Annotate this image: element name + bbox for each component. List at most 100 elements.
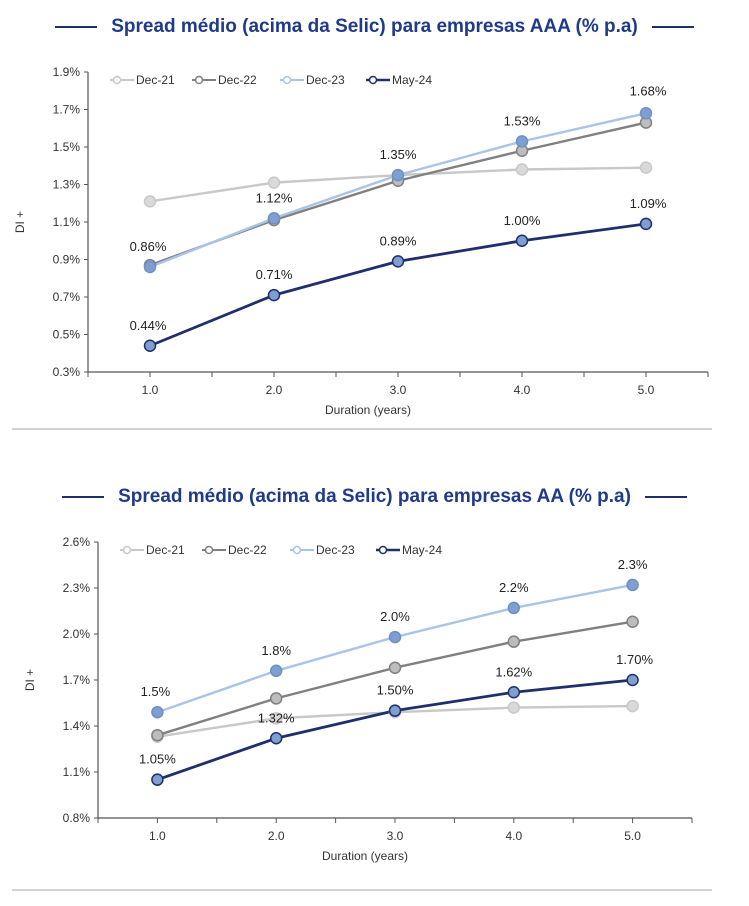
data-label-dec-23: 0.86%: [130, 239, 167, 254]
data-label-may-24: 1.70%: [616, 652, 653, 667]
legend-label-dec-21: Dec-21: [136, 73, 175, 87]
y-axis-label: DI +: [23, 669, 37, 691]
data-point-dec-22: [388, 661, 402, 674]
data-point-dec-23: [626, 578, 639, 592]
chart-aa-title: Spread médio (acima da Selic) para empre…: [118, 486, 631, 507]
data-point-dec-21: [639, 161, 653, 174]
data-point-dec-23: [269, 664, 283, 678]
x-tick-label: 3.0: [390, 383, 407, 397]
legend-marker-may-24: [378, 545, 388, 555]
title-rule-right: [651, 26, 694, 28]
data-label-dec-23: 1.5%: [141, 684, 171, 699]
data-point-may-24: [388, 704, 402, 717]
data-point-may-24: [507, 686, 521, 699]
bottom-separator: [12, 889, 712, 891]
data-point-dec-23: [143, 260, 157, 274]
legend-marker-dec-21: [112, 75, 122, 85]
data-label-dec-23: 1.12%: [256, 190, 293, 205]
title-rule-left: [62, 496, 105, 498]
legend-marker-may-24: [368, 75, 378, 85]
data-point-dec-22: [269, 692, 283, 705]
data-point-dec-23: [391, 168, 405, 182]
data-point-dec-22: [507, 635, 521, 648]
data-label-dec-23: 1.8%: [261, 643, 291, 658]
data-point-dec-23: [267, 212, 281, 225]
data-label-dec-23: 2.0%: [380, 609, 410, 624]
data-label-dec-23: 1.35%: [380, 147, 417, 162]
data-point-dec-22: [626, 615, 639, 628]
y-tick-label: 1.3%: [53, 178, 81, 192]
legend-marker-dec-23: [282, 75, 292, 85]
data-point-dec-23: [507, 601, 521, 615]
title-rule-right: [644, 496, 687, 498]
x-tick-label: 4.0: [505, 829, 522, 843]
chart-aaa-title: Spread médio (acima da Selic) para empre…: [111, 16, 638, 37]
y-tick-label: 0.9%: [53, 253, 81, 267]
legend-label-dec-22: Dec-22: [218, 73, 257, 87]
data-point-dec-21: [515, 163, 529, 176]
legend-marker-dec-22: [204, 545, 214, 555]
data-point-dec-22: [151, 728, 164, 742]
y-tick-label: 1.1%: [53, 215, 81, 229]
data-point-may-24: [151, 773, 164, 786]
data-label-may-24: 1.05%: [139, 752, 176, 767]
data-label-may-24: 1.50%: [377, 683, 414, 698]
x-tick-label: 5.0: [624, 829, 641, 843]
legend-label-dec-21: Dec-21: [146, 543, 185, 557]
data-point-dec-21: [507, 701, 521, 714]
data-point-may-24: [269, 732, 283, 745]
chart-aaa-title-row: Spread médio (acima da Selic) para empre…: [0, 16, 749, 38]
x-tick-label: 2.0: [266, 383, 283, 397]
data-label-may-24: 1.62%: [495, 664, 532, 679]
legend-label-may-24: May-24: [392, 73, 432, 87]
legend-marker-dec-22: [194, 75, 204, 85]
data-point-dec-23: [639, 107, 653, 120]
data-label-may-24: 1.00%: [504, 213, 541, 228]
x-tick-label: 4.0: [514, 383, 531, 397]
chart-aaa-panel: Spread médio (acima da Selic) para empre…: [0, 0, 749, 430]
x-tick-label: 3.0: [387, 829, 404, 843]
legend-label-dec-23: Dec-23: [306, 73, 345, 87]
y-tick-label: 0.8%: [63, 811, 91, 825]
x-axis-label: Duration (years): [322, 849, 408, 863]
data-point-dec-23: [151, 705, 164, 719]
data-point-may-24: [391, 255, 405, 268]
y-tick-label: 0.5%: [53, 328, 81, 342]
x-tick-label: 1.0: [149, 829, 166, 843]
data-label-dec-23: 1.53%: [504, 113, 541, 128]
y-tick-label: 2.3%: [63, 581, 91, 595]
y-tick-label: 2.0%: [63, 627, 91, 641]
data-label-may-24: 1.32%: [258, 710, 295, 725]
chart-separator: [12, 428, 712, 430]
data-point-dec-21: [269, 712, 283, 725]
data-label-may-24: 0.44%: [130, 318, 167, 333]
data-point-dec-21: [267, 176, 281, 189]
y-tick-label: 1.4%: [63, 719, 91, 733]
chart-aaa-plot: 0.3% 0.5% 0.7% 0.9% 1.1% 1.3% 1.5% 1.7% 1.9% 1.0 2…: [13, 65, 709, 417]
data-point-may-24: [515, 234, 529, 247]
x-tick-label: 2.0: [268, 829, 285, 843]
data-label-dec-23: 2.2%: [499, 580, 529, 595]
data-point-may-24: [639, 217, 653, 231]
y-tick-label: 2.6%: [63, 535, 91, 549]
data-point-may-24: [626, 673, 639, 687]
data-label-dec-23: 1.68%: [630, 83, 667, 98]
data-point-dec-23: [515, 135, 529, 148]
y-tick-label: 1.7%: [63, 673, 91, 687]
chart-aa-panel: Spread médio (acima da Selic) para empre…: [0, 480, 749, 893]
legend-marker-dec-21: [122, 545, 132, 555]
chart-aa-title-row: Spread médio (acima da Selic) para empre…: [0, 486, 749, 508]
chart-aa-plot: 0.8% 1.1% 1.4% 1.7% 2.0% 2.3% 2.6% 1.0 2.0 3.0 4.0…: [23, 535, 693, 863]
title-rule-left: [55, 26, 98, 28]
x-tick-label: 5.0: [638, 383, 655, 397]
y-tick-label: 1.9%: [53, 65, 81, 79]
data-point-may-24: [143, 339, 157, 352]
data-label-may-24: 1.09%: [630, 196, 667, 211]
x-tick-label: 1.0: [142, 383, 159, 397]
legend-label-may-24: May-24: [402, 543, 442, 557]
y-tick-label: 0.7%: [53, 290, 81, 304]
data-point-dec-23: [388, 630, 402, 644]
x-axis-label: Duration (years): [325, 403, 411, 417]
data-label-may-24: 0.71%: [256, 267, 293, 282]
legend-label-dec-23: Dec-23: [316, 543, 355, 557]
